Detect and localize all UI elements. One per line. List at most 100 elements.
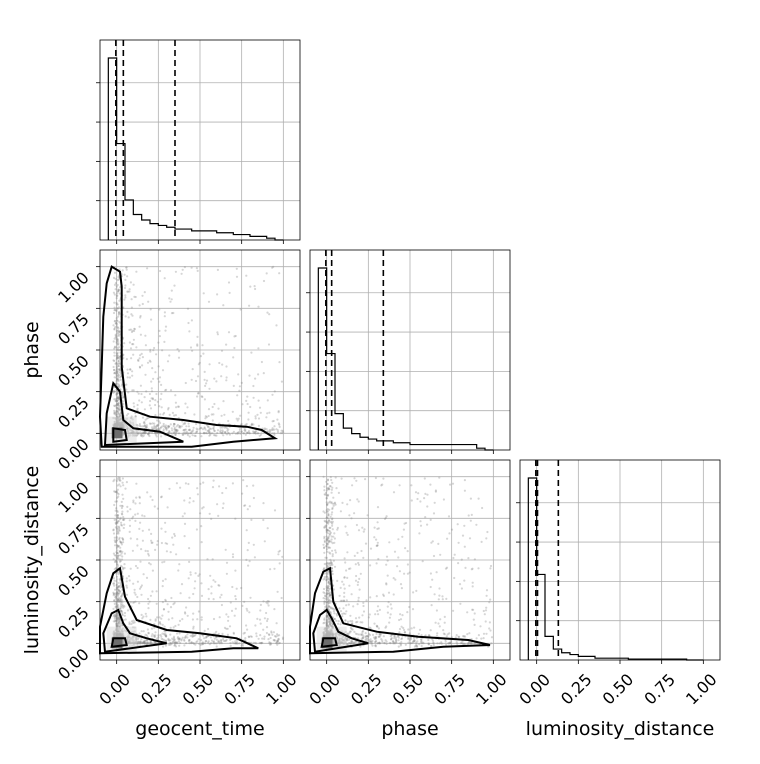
scatter-point (249, 405, 252, 409)
scatter-point (114, 588, 117, 591)
scatter-point (346, 576, 349, 580)
scatter-point (114, 288, 117, 291)
scatter-point (116, 597, 119, 600)
scatter-point (169, 551, 172, 554)
scatter-point (263, 637, 266, 641)
scatter-point (248, 304, 251, 307)
scatter-point (235, 642, 238, 645)
scatter-point (113, 478, 116, 481)
scatter-point (119, 560, 122, 563)
scatter-point (192, 592, 195, 596)
scatter-point (153, 427, 156, 430)
scatter-point (190, 430, 193, 433)
scatter-point (152, 427, 155, 431)
scatter-point (164, 599, 167, 603)
scatter-point (117, 383, 120, 386)
scatter-point (132, 582, 135, 585)
scatter-point (150, 642, 153, 645)
scatter-point (408, 639, 411, 642)
scatter-point (328, 485, 332, 488)
scatter-point (212, 427, 215, 431)
scatter-point (196, 344, 199, 347)
scatter-point (142, 615, 145, 618)
scatter-point (149, 641, 152, 645)
scatter-point (374, 613, 377, 616)
scatter-point (330, 491, 333, 494)
scatter-point (463, 524, 466, 527)
scatter-point (184, 381, 187, 385)
scatter-point (136, 580, 139, 583)
scatter-point (348, 514, 351, 517)
scatter-point (115, 297, 118, 300)
scatter-point (142, 432, 145, 435)
scatter-point (125, 388, 128, 391)
scatter-point (117, 594, 120, 597)
y-axis-label: phase (21, 321, 43, 378)
scatter-point (385, 563, 388, 566)
scatter-point (169, 423, 172, 426)
scatter-point (115, 322, 118, 325)
scatter-point (329, 611, 332, 614)
scatter-point (113, 584, 116, 587)
scatter-point (123, 611, 127, 615)
scatter-point (446, 537, 449, 540)
scatter-point (124, 315, 127, 318)
scatter-point (119, 546, 122, 549)
scatter-point (152, 634, 155, 637)
scatter-point (139, 314, 142, 318)
scatter-point (142, 641, 146, 644)
scatter-point (119, 375, 123, 378)
scatter-point (326, 616, 329, 619)
scatter-point (168, 413, 171, 416)
scatter-point (213, 434, 216, 437)
scatter-point (233, 335, 236, 338)
scatter-point (120, 512, 123, 515)
scatter-point (118, 618, 121, 621)
scatter-point (200, 582, 203, 585)
scatter-point (354, 617, 358, 620)
scatter-point (118, 527, 121, 530)
scatter-point (455, 634, 458, 637)
scatter-point (167, 618, 170, 621)
scatter-point (131, 374, 134, 377)
scatter-point (116, 370, 119, 373)
scatter-point (180, 639, 183, 642)
scatter-point (159, 421, 162, 425)
scatter-point (113, 579, 116, 582)
scatter-point (207, 425, 210, 428)
scatter-point (196, 640, 199, 643)
scatter-point (123, 552, 126, 555)
scatter-point (269, 636, 272, 640)
scatter-point (332, 608, 336, 611)
scatter-point (122, 566, 125, 570)
scatter-point (136, 640, 140, 643)
scatter-point (202, 481, 205, 484)
scatter-point (164, 578, 167, 581)
scatter-point (206, 429, 209, 432)
scatter-point (116, 395, 119, 398)
scatter-point (334, 551, 337, 554)
scatter-point (150, 390, 154, 393)
scatter-point (268, 428, 271, 432)
scatter-point (119, 583, 122, 587)
scatter-point (472, 618, 475, 621)
scatter-point (200, 616, 203, 619)
scatter-point (172, 637, 176, 640)
scatter-point (173, 423, 176, 426)
scatter-point (112, 340, 115, 343)
scatter-point (115, 372, 118, 376)
scatter-point (377, 613, 380, 616)
scatter-point (233, 346, 236, 350)
scatter-point (273, 425, 276, 428)
scatter-point (326, 503, 329, 506)
contour-level-3 (98, 265, 279, 448)
scatter-point (253, 556, 256, 559)
scatter-point (118, 398, 121, 401)
scatter-point (398, 570, 401, 573)
scatter-point (116, 591, 119, 594)
scatter-point (220, 349, 224, 352)
scatter-point (232, 632, 235, 635)
scatter-point (121, 599, 124, 602)
scatter-point (113, 283, 117, 286)
scatter-point (121, 510, 124, 513)
